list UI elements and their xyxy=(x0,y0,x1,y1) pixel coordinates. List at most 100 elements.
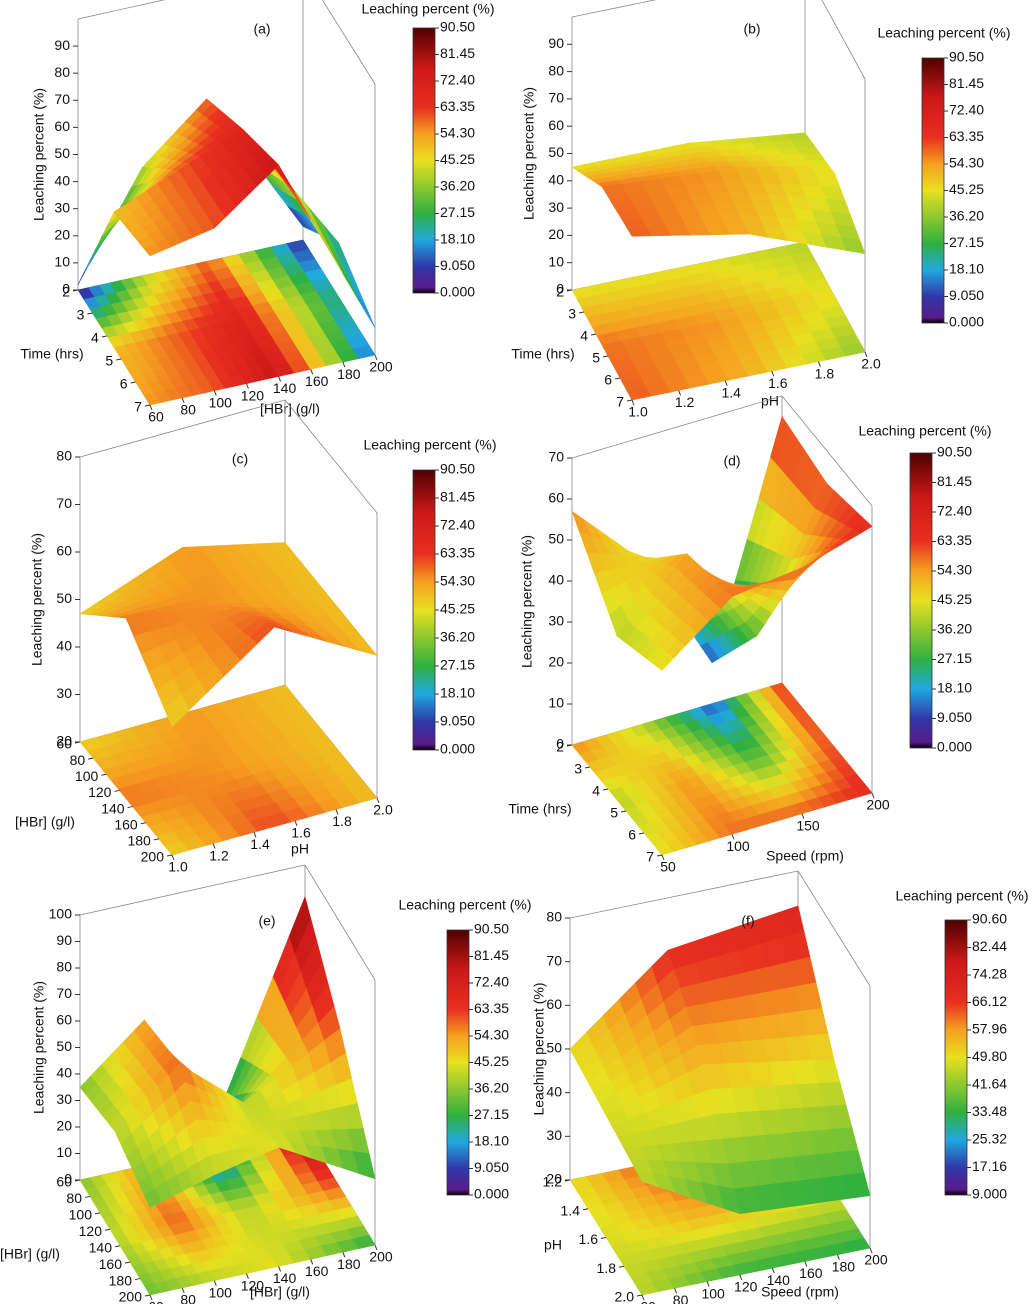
y-tick-label: 1.4 xyxy=(561,1202,581,1218)
z-axis-label: Leaching percent (%) xyxy=(531,982,547,1115)
z-tick-label: 90 xyxy=(56,932,72,948)
x-tick xyxy=(836,1254,840,1260)
x-tick-label: 1.0 xyxy=(628,404,648,420)
colorbar-tick-label: 25.32 xyxy=(972,1131,1007,1147)
y-axis-label: pH xyxy=(544,1237,562,1253)
y-tick-label: 2 xyxy=(556,284,564,300)
x-axis-label: pH xyxy=(761,393,779,409)
box-edge xyxy=(77,0,166,20)
y-tick xyxy=(87,312,93,315)
y-axis-label: Time (hrs) xyxy=(508,801,571,817)
z-tick-label: 40 xyxy=(56,1065,72,1081)
colorbar-tick-label: 90.60 xyxy=(972,911,1007,927)
box-edge xyxy=(821,0,866,80)
z-tick-label: 50 xyxy=(546,1040,562,1056)
z-tick-label: 70 xyxy=(548,449,564,465)
y-tick-label: 80 xyxy=(70,752,86,768)
x-tick xyxy=(342,1251,346,1258)
colorbar-title: Leaching percent (%) xyxy=(363,437,496,453)
surface xyxy=(654,651,675,671)
x-tick-label: 120 xyxy=(734,1279,758,1295)
colorbar xyxy=(446,929,470,1196)
z-tick-label: 20 xyxy=(548,226,564,242)
x-tick-label: 160 xyxy=(305,1263,329,1279)
surface xyxy=(340,262,364,300)
colorbar-tick-label: 90.50 xyxy=(949,49,984,65)
x-tick-label: 120 xyxy=(241,387,265,403)
y-tick-label: 80 xyxy=(66,1190,82,1206)
x-tick-label: 2.0 xyxy=(861,356,881,372)
x-tick xyxy=(278,1266,282,1272)
x-tick-label: 2.0 xyxy=(373,802,393,818)
surface xyxy=(352,287,376,329)
box-edge xyxy=(569,870,799,919)
x-axis-label: [HBr] (g/l) xyxy=(250,1284,310,1300)
x-tick xyxy=(804,1261,808,1267)
colorbar-tick-label: 9.050 xyxy=(949,287,984,303)
x-tick xyxy=(310,1259,314,1265)
colorbar-title: Leaching percent (%) xyxy=(361,1,494,17)
y-tick xyxy=(114,789,120,792)
x-tick-label: 80 xyxy=(180,1292,196,1304)
surface xyxy=(95,224,113,249)
y-tick-label: 4 xyxy=(91,330,99,346)
y-tick xyxy=(656,854,663,857)
y-tick xyxy=(124,1261,131,1264)
colorbar-tick-label: 18.10 xyxy=(440,231,475,247)
y-tick xyxy=(566,744,573,747)
x-tick xyxy=(864,351,868,358)
panel: 20 30 40 50 60 70 80 60 80 100 120 140 160 180 200 1.2 1… xyxy=(531,870,1029,1304)
colorbar-title: Leaching percent (%) xyxy=(895,888,1028,904)
z-axis-label: Leaching percent (%) xyxy=(31,981,47,1114)
x-tick-label: 140 xyxy=(767,1272,791,1288)
z-tick-label: 50 xyxy=(56,590,72,606)
x-tick-label: 1.2 xyxy=(209,847,229,863)
colorbar-tick-label: 27.15 xyxy=(949,234,984,250)
colorbar-tick-label: 90.50 xyxy=(440,461,475,477)
y-tick-label: 1.6 xyxy=(579,1231,599,1247)
y-tick xyxy=(74,1179,81,1182)
colorbar-tick-label: 36.20 xyxy=(949,208,984,224)
y-tick xyxy=(84,1195,91,1198)
y-tick xyxy=(602,788,609,791)
surface xyxy=(89,234,107,261)
y-tick xyxy=(144,404,151,407)
y-tick-label: 7 xyxy=(134,399,142,415)
y-tick xyxy=(618,1265,625,1268)
y-tick-label: 100 xyxy=(75,768,99,784)
y-tick-label: 2 xyxy=(556,739,564,755)
z-tick-label: 70 xyxy=(56,495,72,511)
colorbar-tick-label: 36.20 xyxy=(474,1080,509,1096)
y-tick-label: 7 xyxy=(616,394,624,410)
z-tick-label: 80 xyxy=(54,64,70,80)
x-tick-label: 160 xyxy=(799,1265,823,1281)
colorbar-tick-label: 72.40 xyxy=(474,974,509,990)
x-tick xyxy=(212,843,216,849)
y-axis-label: [HBr] (g/l) xyxy=(0,1246,60,1262)
z-tick-label: 70 xyxy=(54,91,70,107)
box-edge xyxy=(79,399,286,458)
y-axis-label: Time (hrs) xyxy=(511,346,574,362)
colorbar-tick-label: 72.40 xyxy=(949,102,984,118)
x-tick-label: 100 xyxy=(209,1284,233,1300)
box-edge xyxy=(571,395,783,459)
y-tick-label: 200 xyxy=(141,849,165,865)
colorbar-tick-label: 45.25 xyxy=(949,181,984,197)
colorbar-tick-label: 72.40 xyxy=(440,72,475,88)
x-tick xyxy=(376,797,380,804)
x-tick-label: 180 xyxy=(832,1258,856,1274)
y-tick xyxy=(134,1278,141,1281)
x-tick-label: 1.8 xyxy=(815,365,835,381)
x-tick-label: 160 xyxy=(305,373,329,389)
colorbar-title: Leaching percent (%) xyxy=(877,25,1010,41)
x-tick-label: 50 xyxy=(660,859,676,875)
x-tick xyxy=(374,354,378,361)
surface xyxy=(163,693,190,728)
y-tick xyxy=(153,838,159,841)
y-tick xyxy=(582,1208,589,1211)
colorbar-tick-label: 9.050 xyxy=(440,713,475,729)
box-edge xyxy=(284,399,378,514)
z-tick-label: 20 xyxy=(54,227,70,243)
y-tick-label: 180 xyxy=(127,833,151,849)
